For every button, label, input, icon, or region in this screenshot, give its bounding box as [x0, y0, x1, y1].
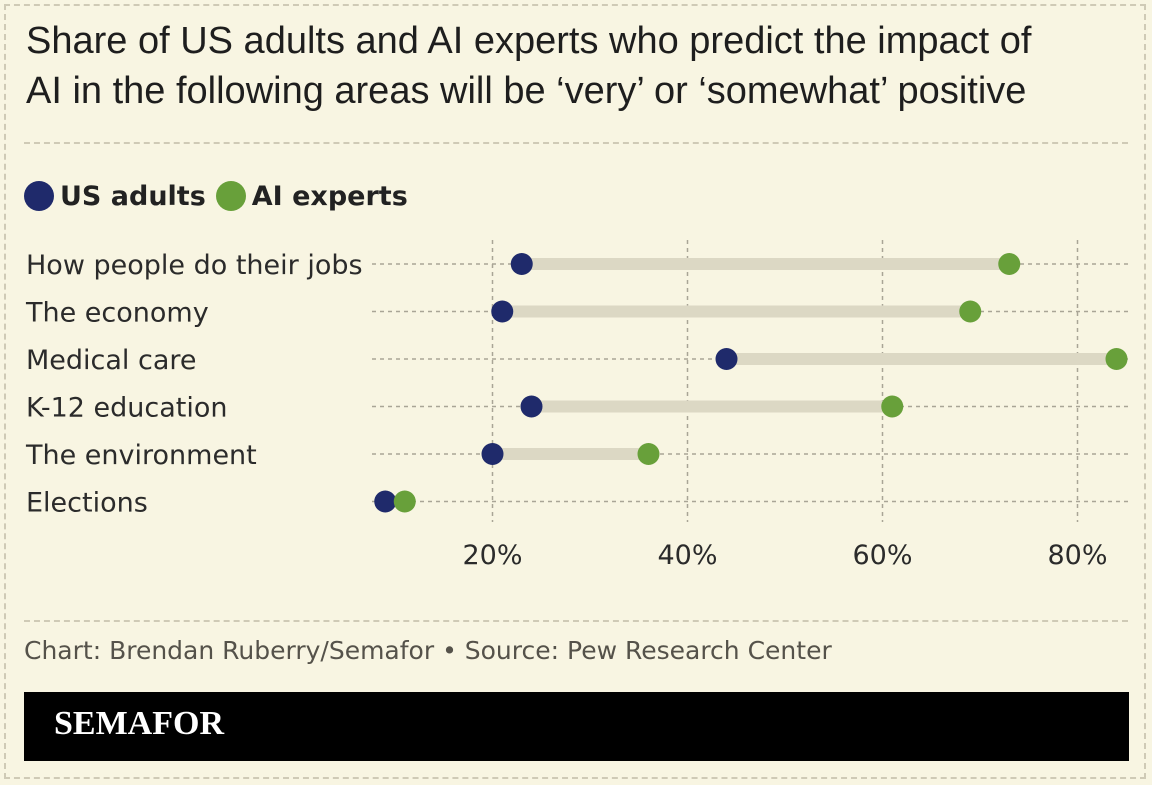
- legend-item-us-adults: US adults: [24, 181, 206, 212]
- source-credit: Chart: Brendan Ruberry/Semafor • Source:…: [24, 636, 832, 665]
- category-label: The economy: [25, 298, 209, 329]
- footer-divider: [24, 620, 1128, 622]
- legend-label-us-adults: US adults: [60, 180, 206, 212]
- title-divider: [24, 142, 1128, 144]
- ai-experts-point: [998, 253, 1021, 275]
- us-adults-point: [520, 395, 543, 418]
- ai-experts-point: [637, 443, 660, 465]
- title-line-1: Share of US adults and AI experts who pr…: [26, 20, 1032, 62]
- x-tick-label: 60%: [852, 540, 912, 571]
- us-adults-point: [510, 253, 533, 275]
- legend: US adults AI experts: [24, 176, 418, 216]
- dumbbell-chart: How people do their jobs The economy Medic…: [25, 240, 1128, 571]
- ai-experts-point: [1105, 348, 1128, 370]
- legend-dot-us-adults: [24, 181, 54, 211]
- x-tick-label: 20%: [462, 540, 522, 571]
- category-label: The environment: [25, 440, 257, 471]
- category-label: Medical care: [26, 345, 197, 376]
- chart-title: Share of US adults and AI experts who pr…: [26, 16, 1126, 116]
- x-tick-label: 40%: [657, 540, 717, 571]
- semafor-logo: SEMAFOR: [54, 705, 224, 742]
- ai-experts-point: [393, 490, 416, 513]
- title-line-2: AI in the following areas will be ‘very’…: [26, 70, 1027, 112]
- category-label: K-12 education: [26, 393, 228, 424]
- ai-experts-point: [959, 300, 982, 323]
- x-tick-label: 80%: [1047, 540, 1107, 571]
- us-adults-point: [374, 490, 397, 513]
- legend-label-ai-experts: AI experts: [251, 180, 408, 212]
- legend-item-ai-experts: AI experts: [215, 180, 408, 212]
- us-adults-point: [481, 443, 504, 465]
- us-adults-point: [715, 348, 738, 370]
- us-adults-point: [491, 300, 514, 323]
- legend-dot-ai-experts: [215, 181, 246, 211]
- brand-bar: SEMAFOR: [24, 692, 1129, 761]
- ai-experts-point: [881, 395, 904, 418]
- chart-frame: [4, 4, 1146, 779]
- category-label: How people do their jobs: [26, 250, 363, 281]
- category-label: Elections: [26, 488, 148, 519]
